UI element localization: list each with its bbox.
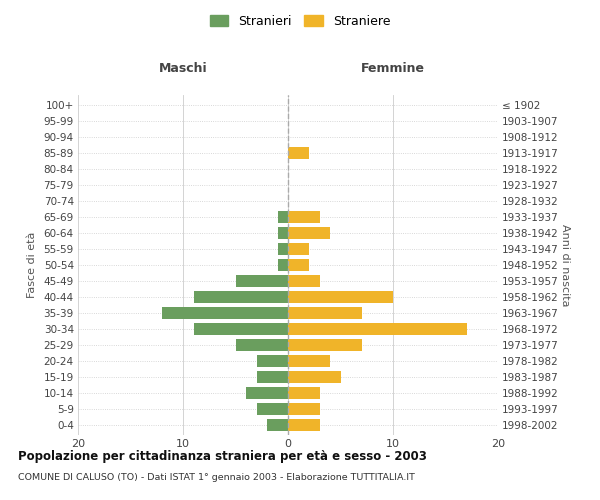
Y-axis label: Anni di nascita: Anni di nascita [560,224,570,306]
Bar [288,339,361,351]
Bar [257,404,288,415]
Bar [288,420,320,432]
Bar [235,275,288,287]
Bar [288,211,320,223]
Text: COMUNE DI CALUSO (TO) - Dati ISTAT 1° gennaio 2003 - Elaborazione TUTTITALIA.IT: COMUNE DI CALUSO (TO) - Dati ISTAT 1° ge… [18,472,415,482]
Bar [288,227,330,239]
Bar [257,371,288,384]
Bar [288,291,393,303]
Bar [277,227,288,239]
Bar [267,420,288,432]
Bar [235,339,288,351]
Bar [288,243,309,255]
Bar [162,307,288,319]
Bar [288,388,320,400]
Bar [288,323,467,335]
Bar [257,355,288,367]
Bar [277,243,288,255]
Text: Popolazione per cittadinanza straniera per età e sesso - 2003: Popolazione per cittadinanza straniera p… [18,450,427,463]
Bar [288,404,320,415]
Text: Femmine: Femmine [361,62,425,75]
Bar [288,371,341,384]
Bar [277,259,288,271]
Bar [288,146,309,159]
Y-axis label: Fasce di età: Fasce di età [26,232,37,298]
Bar [277,211,288,223]
Bar [288,355,330,367]
Bar [288,259,309,271]
Bar [288,275,320,287]
Bar [193,291,288,303]
Bar [288,307,361,319]
Text: Maschi: Maschi [158,62,208,75]
Bar [246,388,288,400]
Bar [193,323,288,335]
Legend: Stranieri, Straniere: Stranieri, Straniere [206,11,394,32]
